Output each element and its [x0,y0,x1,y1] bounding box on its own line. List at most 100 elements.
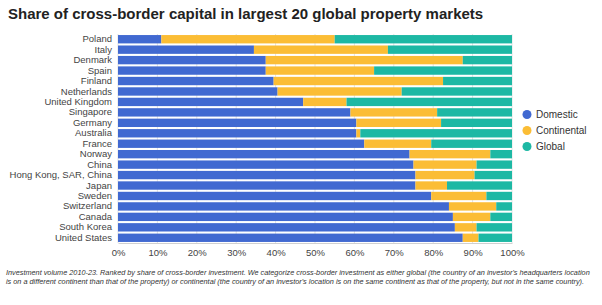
bar [118,98,303,106]
tick: 60% [345,243,365,258]
bar [118,66,266,74]
bar [490,150,512,158]
bar [274,77,443,85]
tick: 80% [424,243,444,258]
bar [266,66,374,74]
tick: 30% [227,243,247,258]
bar [347,98,512,106]
bar [118,129,356,137]
tick: Australia [75,127,118,138]
bar [443,77,512,85]
bar [364,140,431,148]
tick-label: France [82,138,112,149]
tick: 50% [306,243,326,258]
tick-label: Canada [79,211,113,222]
series [161,35,496,242]
tick-label: Spain [88,65,112,76]
bar [118,119,356,127]
bar [350,108,437,116]
bar [118,56,266,64]
grid-line [275,34,276,243]
tick-label: Australia [75,127,113,138]
title: Share of cross-border capital in largest… [8,5,483,22]
tick-label: Sweden [78,190,112,201]
tick: Italy [95,44,118,55]
bar [477,223,512,231]
tick: 40% [267,243,287,258]
bar [118,202,449,210]
legend-item: Continental [523,125,587,136]
tick-label: 0% [112,247,126,258]
tick: Canada [79,211,118,222]
grid-line [393,34,394,243]
legend-label: Continental [536,125,587,136]
bar [118,108,350,116]
tick-label: 60% [345,247,365,258]
bar [118,35,161,43]
bar [118,213,453,221]
bar [441,119,512,127]
tick: Hong Kong, SAR, China [10,169,118,180]
legend-marker [523,142,532,151]
bar [415,181,447,189]
bar [118,192,431,200]
bar [479,234,512,242]
bar [254,45,388,53]
bar [335,35,512,43]
y-axis: PolandItalyDenmarkSpainFinlandNetherland… [10,33,118,243]
tick-label: Japan [86,180,112,191]
tick: Switzerland [63,200,118,211]
bar [486,192,512,200]
tick-label: Switzerland [63,200,112,211]
tick-label: Singapore [69,106,112,117]
tick: Norway [80,148,118,159]
grid-line [354,34,355,243]
tick: Denmark [73,54,118,65]
bar [410,150,491,158]
tick-label: Finland [81,75,112,86]
bar [118,223,455,231]
bar [118,77,274,85]
tick-label: 40% [267,247,287,258]
tick-label: Italy [95,44,113,55]
legend-marker [523,126,532,135]
bar [118,150,410,158]
grid-line [196,34,197,243]
tick-label: Norway [80,148,112,159]
tick: Finland [81,75,118,86]
plot: 0%10%20%30%40%50%60%70%80%90%100%PolandI… [10,33,526,257]
bars [118,35,512,242]
tick: Japan [86,180,118,191]
series [335,35,512,242]
tick: Sweden [78,190,118,201]
legend-label: Domestic [536,109,578,120]
tick-label: 70% [385,247,405,258]
grid-line [512,34,513,243]
legend-label: Global [536,141,565,152]
tick-label: Denmark [73,54,112,65]
tick-label: 30% [227,247,247,258]
grid-line [315,34,316,243]
bar [477,160,512,168]
tick: 70% [385,243,405,258]
bar [118,87,278,95]
bar [455,223,477,231]
bar [496,202,512,210]
chart: Share of cross-border capital in largest… [0,0,602,305]
bar [437,108,512,116]
tick-label: South Korea [59,221,113,232]
x-axis: 0%10%20%30%40%50%60%70%80%90%100% [112,243,526,258]
bar [447,181,512,189]
grid-line [236,34,237,243]
tick-label: 90% [464,247,484,258]
grid-line [433,34,434,243]
legend-item: Domestic [523,109,578,120]
legend-marker [523,110,532,119]
tick-label: 100% [500,247,525,258]
tick-label: Germany [73,117,112,128]
tick-label: United Kingdom [44,96,112,107]
grid-line [118,34,119,243]
bar [449,202,496,210]
tick: United States [55,232,118,243]
tick-label: China [87,159,113,170]
